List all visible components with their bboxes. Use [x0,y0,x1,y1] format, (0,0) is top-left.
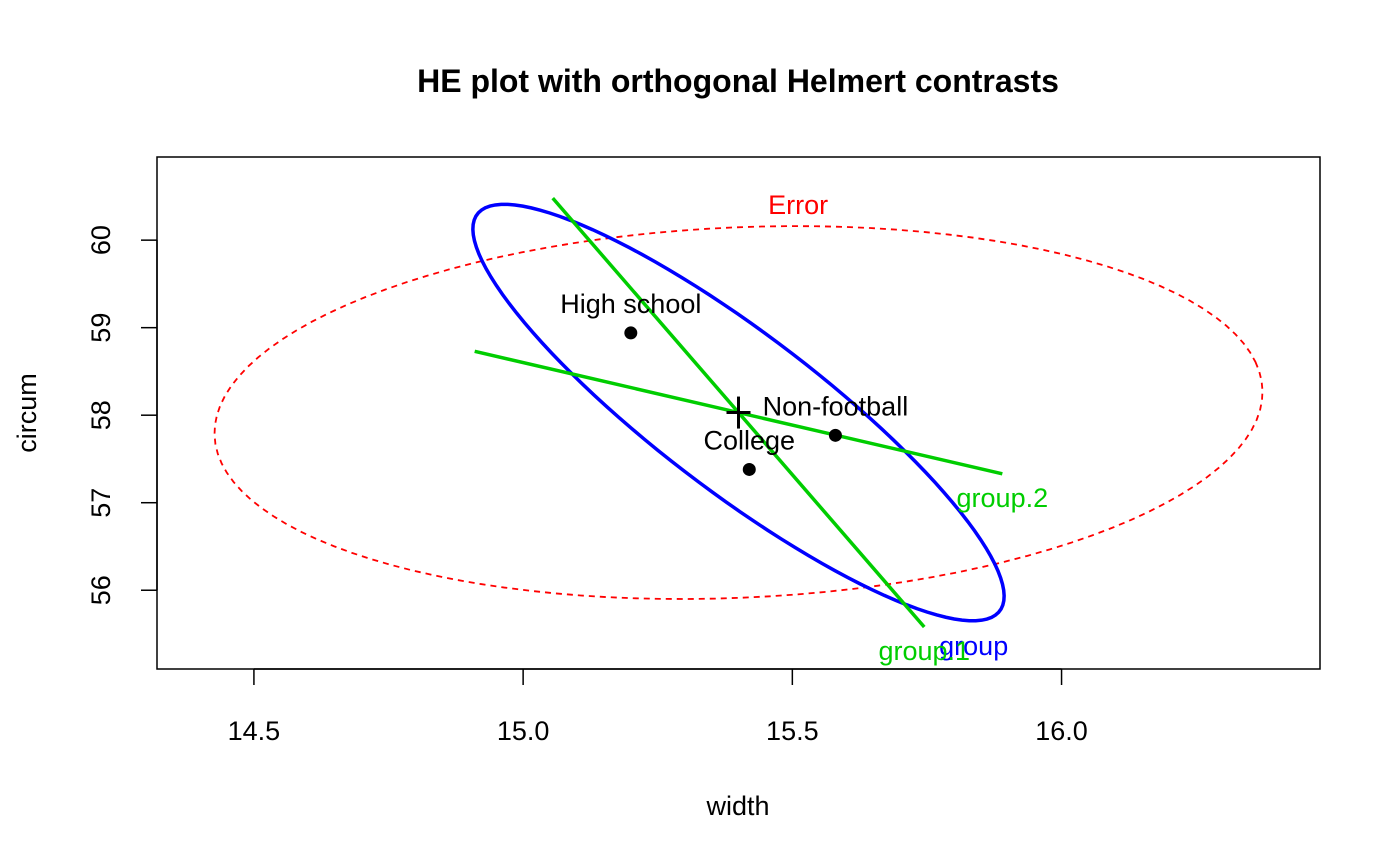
x-axis: 14.5 15.0 15.5 16.0 [228,668,1088,746]
ellipse-group [471,202,1006,623]
x-tick-label: 14.5 [228,716,281,746]
y-tick-label: 57 [86,488,116,518]
x-tick-label: 15.5 [766,716,819,746]
group-mean-label: College [703,425,795,455]
y-axis: 56 57 58 59 60 [86,225,158,605]
x-axis-title: width [705,791,769,821]
group-mean-point [742,462,756,476]
ellipse-label: group [939,631,1008,661]
contrast-label: group.1 [878,636,970,666]
group-mean-label: High school [560,289,701,319]
y-tick-label: 56 [86,575,116,605]
group-mean-point [828,428,842,442]
y-tick-label: 58 [86,400,116,430]
y-tick-label: 59 [86,313,116,343]
y-axis-title: circum [12,373,42,453]
x-tick-label: 16.0 [1035,716,1088,746]
group-mean-point [624,326,638,340]
x-tick-label: 15.0 [497,716,550,746]
plot-area: High school Non-football College Error group… [213,190,1264,666]
ellipse-label: Error [768,190,828,220]
y-tick-label: 60 [86,225,116,255]
group-mean-label: Non-football [763,391,909,421]
contrast-label: group.2 [957,483,1049,513]
ellipse-error [213,225,1264,600]
chart-title: HE plot with orthogonal Helmert contrast… [417,63,1059,99]
